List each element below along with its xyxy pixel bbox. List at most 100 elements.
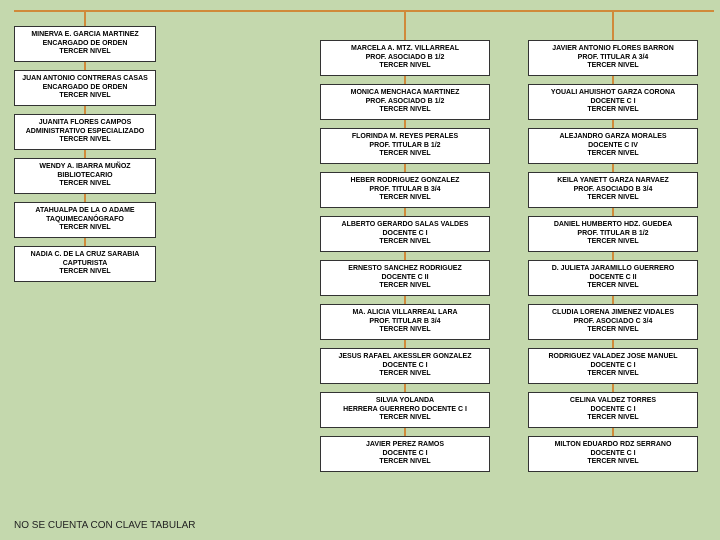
node-line: YOUALI AHUISHOT GARZA CORONA [551, 89, 675, 98]
node-line: TERCER NIVEL [59, 180, 110, 189]
node-line: TERCER NIVEL [59, 136, 110, 145]
node-line: DOCENTE C I [382, 450, 427, 459]
connector [84, 62, 86, 70]
node-line: CELINA VALDEZ TORRES [570, 397, 656, 406]
node-line: ATAHUALPA DE LA O ADAME [35, 207, 134, 216]
node-line: JUAN ANTONIO CONTRERAS CASAS [22, 75, 148, 84]
colC-node-3: KEILA YANETT GARZA NARVAEZPROF. ASOCIADO… [528, 172, 698, 208]
colB-node-0: MARCELA A. MTZ. VILLARREALPROF. ASOCIADO… [320, 40, 490, 76]
connector [84, 106, 86, 114]
connector [14, 10, 714, 12]
node-line: ADMINISTRATIVO ESPECIALIZADO [26, 128, 144, 137]
colA-node-2: JUANITA FLORES CAMPOSADMINISTRATIVO ESPE… [14, 114, 156, 150]
node-line: BIBLIOTECARIO [57, 172, 112, 181]
node-line: WENDY A. IBARRA MUÑOZ [39, 163, 130, 172]
connector [84, 194, 86, 202]
colC-node-6: CLUDIA LORENA JIMENEZ VIDALESPROF. ASOCI… [528, 304, 698, 340]
node-line: TERCER NIVEL [379, 238, 430, 247]
colC-node-8: CELINA VALDEZ TORRESDOCENTE C ITERCER NI… [528, 392, 698, 428]
colA-node-5: NADIA C. DE LA CRUZ SARABIACAPTURISTATER… [14, 246, 156, 282]
colB-node-9: JAVIER PEREZ RAMOSDOCENTE C ITERCER NIVE… [320, 436, 490, 472]
footer-note: NO SE CUENTA CON CLAVE TABULAR [14, 520, 196, 531]
node-line: PROF. TITULAR B 3/4 [369, 318, 440, 327]
node-line: JAVIER ANTONIO FLORES BARRON [552, 45, 674, 54]
node-line: CAPTURISTA [63, 260, 108, 269]
colB-node-8: SILVIA YOLANDAHERRERA GUERRERO DOCENTE C… [320, 392, 490, 428]
connector [84, 238, 86, 246]
colB-node-3: HEBER RODRIGUEZ GONZALEZPROF. TITULAR B … [320, 172, 490, 208]
connector [404, 296, 406, 304]
node-line: TERCER NIVEL [587, 458, 638, 467]
node-line: D. JULIETA JARAMILLO GUERRERO [552, 265, 675, 274]
connector [612, 384, 614, 392]
node-line: DOCENTE C I [590, 406, 635, 415]
node-line: DOCENTE C I [590, 362, 635, 371]
node-line: FLORINDA M. REYES PERALES [352, 133, 458, 142]
node-line: DANIEL HUMBERTO HDZ. GUEDEA [554, 221, 672, 230]
node-line: TERCER NIVEL [379, 414, 430, 423]
node-line: MARCELA A. MTZ. VILLARREAL [351, 45, 459, 54]
node-line: RODRIGUEZ VALADEZ JOSE MANUEL [549, 353, 678, 362]
node-line: SILVIA YOLANDA [376, 397, 434, 406]
node-line: ERNESTO SANCHEZ RODRIGUEZ [348, 265, 461, 274]
node-line: TERCER NIVEL [587, 414, 638, 423]
node-line: PROF. TITULAR B 1/2 [369, 142, 440, 151]
node-line: PROF. ASOCIADO B 3/4 [574, 186, 653, 195]
node-line: DOCENTE C IV [588, 142, 638, 151]
node-line: TERCER NIVEL [379, 150, 430, 159]
node-line: DOCENTE C I [382, 362, 427, 371]
connector [404, 120, 406, 128]
colA-node-3: WENDY A. IBARRA MUÑOZBIBLIOTECARIOTERCER… [14, 158, 156, 194]
connector [612, 296, 614, 304]
node-line: TERCER NIVEL [587, 282, 638, 291]
connector [404, 384, 406, 392]
node-line: PROF. TITULAR B 3/4 [369, 186, 440, 195]
node-line: MONICA MENCHACA MARTINEZ [351, 89, 460, 98]
connector [612, 208, 614, 216]
node-line: TERCER NIVEL [587, 238, 638, 247]
connector [404, 10, 406, 40]
node-line: TERCER NIVEL [59, 48, 110, 57]
node-line: TERCER NIVEL [587, 150, 638, 159]
node-line: TERCER NIVEL [587, 326, 638, 335]
node-line: TERCER NIVEL [379, 326, 430, 335]
colB-node-4: ALBERTO GERARDO SALAS VALDESDOCENTE C IT… [320, 216, 490, 252]
node-line: TERCER NIVEL [59, 224, 110, 233]
node-line: TERCER NIVEL [587, 370, 638, 379]
colA-node-4: ATAHUALPA DE LA O ADAMETAQUIMECANÓGRAFOT… [14, 202, 156, 238]
connector [404, 208, 406, 216]
node-line: DOCENTE C I [590, 98, 635, 107]
colB-node-1: MONICA MENCHACA MARTINEZPROF. ASOCIADO B… [320, 84, 490, 120]
connector [612, 428, 614, 436]
colC-node-1: YOUALI AHUISHOT GARZA CORONADOCENTE C IT… [528, 84, 698, 120]
node-line: JAVIER PEREZ RAMOS [366, 441, 444, 450]
node-line: JUANITA FLORES CAMPOS [39, 119, 132, 128]
connector [84, 10, 86, 26]
org-chart-canvas: MINERVA E. GARCIA MARTINEZENCARGADO DE O… [0, 0, 720, 540]
connector [612, 340, 614, 348]
node-line: CLUDIA LORENA JIMENEZ VIDALES [552, 309, 674, 318]
connector [404, 76, 406, 84]
node-line: PROF. TITULAR B 1/2 [577, 230, 648, 239]
node-line: ENCARGADO DE ORDEN [43, 84, 128, 93]
connector [84, 150, 86, 158]
colC-node-4: DANIEL HUMBERTO HDZ. GUEDEAPROF. TITULAR… [528, 216, 698, 252]
connector [404, 252, 406, 260]
colA-node-1: JUAN ANTONIO CONTRERAS CASASENCARGADO DE… [14, 70, 156, 106]
node-line: ALBERTO GERARDO SALAS VALDES [342, 221, 469, 230]
colC-node-5: D. JULIETA JARAMILLO GUERRERODOCENTE C I… [528, 260, 698, 296]
connector [612, 76, 614, 84]
connector [404, 340, 406, 348]
node-line: MILTON EDUARDO RDZ SERRANO [555, 441, 672, 450]
node-line: DOCENTE C I [382, 230, 427, 239]
node-line: TERCER NIVEL [379, 62, 430, 71]
connector [404, 428, 406, 436]
colA-node-0: MINERVA E. GARCIA MARTINEZENCARGADO DE O… [14, 26, 156, 62]
node-line: NADIA C. DE LA CRUZ SARABIA [31, 251, 140, 260]
colC-node-7: RODRIGUEZ VALADEZ JOSE MANUELDOCENTE C I… [528, 348, 698, 384]
node-line: TERCER NIVEL [587, 106, 638, 115]
colB-node-6: MA. ALICIA VILLARREAL LARAPROF. TITULAR … [320, 304, 490, 340]
node-line: TERCER NIVEL [587, 62, 638, 71]
connector [404, 164, 406, 172]
colB-node-5: ERNESTO SANCHEZ RODRIGUEZDOCENTE C IITER… [320, 260, 490, 296]
